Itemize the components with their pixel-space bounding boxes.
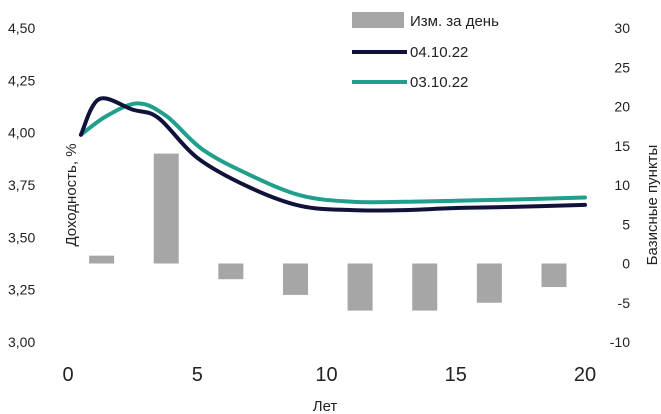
y2-axis-title: Базисные пункты [644,145,661,266]
chart-legend: Изм. за день 04.10.22 03.10.22 [352,12,499,91]
y-tick-label: 3,50 [8,229,35,245]
y-tick-label: 4,00 [8,125,35,141]
x-axis-ticks: 0 5 10 15 20 [62,364,596,386]
y-tick-label: 4,50 [8,20,35,36]
right-axis-ticks: -10 -5 0 5 10 15 20 25 30 [610,20,630,350]
y2-tick-label: 30 [614,20,630,36]
y2-tick-label: 5 [622,216,630,232]
bar [412,263,438,311]
line-03-10-22 [78,101,587,205]
legend-swatch-bar [352,12,404,28]
bar [153,153,179,264]
bar [89,255,115,264]
y-tick-label: 3,75 [8,177,35,193]
y2-tick-label: 10 [614,177,630,193]
y-tick-label: 3,25 [8,282,35,298]
bar [218,263,244,280]
bar [282,263,308,295]
y-axis-title: Доходность, % [63,143,80,246]
y2-tick-label: 15 [614,138,630,154]
x-tick-label: 5 [192,364,203,386]
y2-tick-label: 0 [622,256,630,272]
x-tick-label: 20 [574,364,596,386]
line-series [78,96,587,213]
line-04-10-22 [78,96,587,213]
bar [476,263,502,303]
y2-tick-label: 25 [614,59,630,75]
legend-label-line-1: 04.10.22 [410,44,468,61]
bar-series [89,153,567,311]
y2-tick-label: -10 [610,334,630,350]
y-tick-label: 4,25 [8,72,35,88]
x-tick-label: 0 [62,364,73,386]
bar [541,263,567,288]
y2-tick-label: 20 [614,99,630,115]
legend-label-line-2: 03.10.22 [410,74,468,91]
y2-tick-label: -5 [618,295,631,311]
x-tick-label: 15 [445,364,467,386]
legend-label-bar: Изм. за день [410,13,499,30]
y-tick-label: 3,00 [8,334,35,350]
x-axis-title: Лет [313,398,338,414]
left-axis-ticks: 3,00 3,25 3,50 3,75 4,00 4,25 4,50 [8,20,35,350]
bar [347,263,373,311]
x-tick-label: 10 [315,364,337,386]
